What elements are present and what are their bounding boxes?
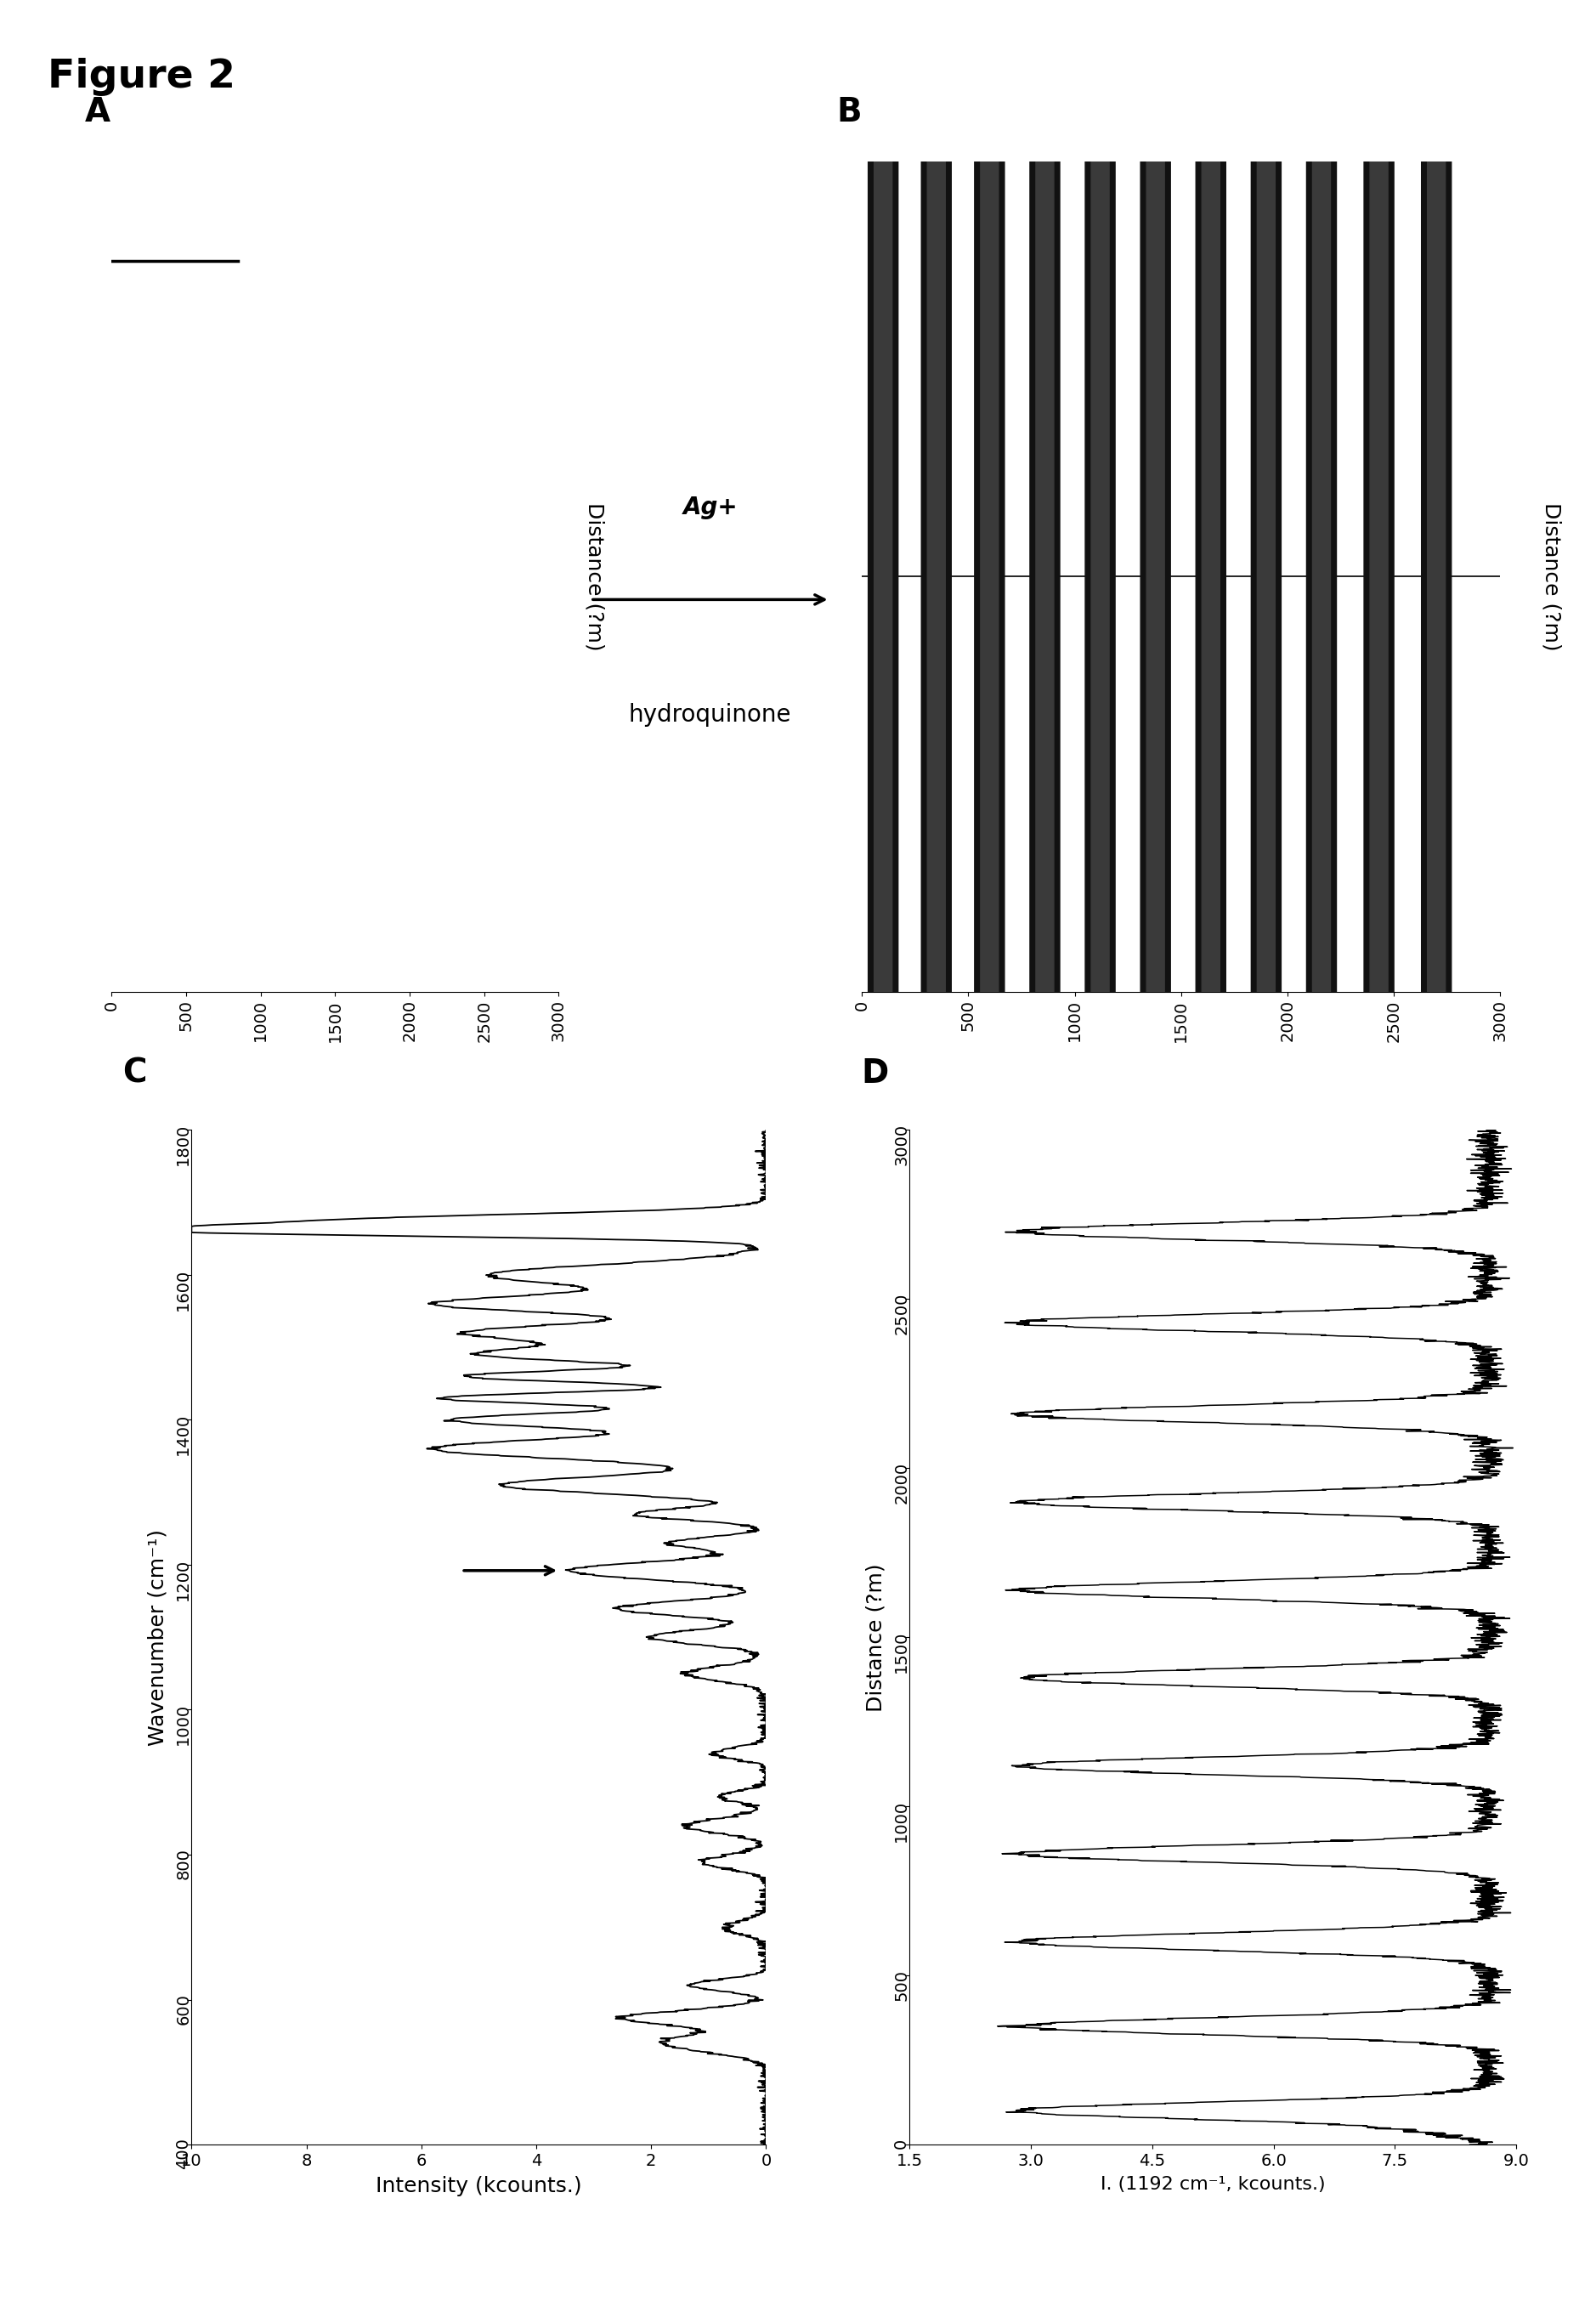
Text: Figure 2: Figure 2	[48, 58, 236, 97]
Circle shape	[1092, 0, 1109, 2306]
Text: C: C	[123, 1056, 147, 1088]
Text: Distance (?m): Distance (?m)	[584, 503, 605, 650]
Circle shape	[1085, 0, 1116, 2306]
Circle shape	[1427, 0, 1446, 2306]
X-axis label: I. (1192 cm⁻¹, kcounts.): I. (1192 cm⁻¹, kcounts.)	[1101, 2177, 1325, 2193]
Circle shape	[1258, 0, 1275, 2306]
Circle shape	[1312, 0, 1331, 2306]
Circle shape	[1141, 0, 1170, 2306]
Circle shape	[927, 0, 945, 2306]
Circle shape	[1307, 0, 1336, 2306]
Circle shape	[1365, 0, 1393, 2306]
Y-axis label: Distance (?m): Distance (?m)	[867, 1563, 886, 1711]
Circle shape	[975, 0, 1004, 2306]
Text: Distance (?m): Distance (?m)	[1542, 503, 1561, 650]
Text: D: D	[862, 1056, 889, 1088]
X-axis label: Intensity (kcounts.): Intensity (kcounts.)	[375, 2177, 583, 2198]
Circle shape	[1202, 0, 1219, 2306]
Text: Ag+: Ag+	[683, 496, 737, 519]
Y-axis label: Wavenumber (cm⁻¹): Wavenumber (cm⁻¹)	[148, 1529, 168, 1746]
Circle shape	[1369, 0, 1389, 2306]
Circle shape	[921, 0, 951, 2306]
Circle shape	[1251, 0, 1282, 2306]
Text: A: A	[85, 97, 110, 129]
Circle shape	[875, 0, 892, 2306]
Circle shape	[1195, 0, 1226, 2306]
Circle shape	[868, 0, 899, 2306]
Circle shape	[1029, 0, 1060, 2306]
Circle shape	[1146, 0, 1165, 2306]
Circle shape	[980, 0, 999, 2306]
Circle shape	[1422, 0, 1451, 2306]
Text: B: B	[836, 97, 862, 129]
Text: hydroquinone: hydroquinone	[629, 703, 792, 726]
Circle shape	[1036, 0, 1053, 2306]
